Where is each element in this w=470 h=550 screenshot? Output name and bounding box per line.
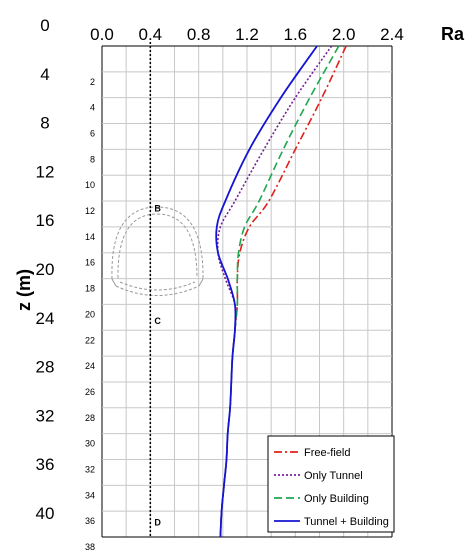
tunnel-invert xyxy=(115,285,200,296)
y-tick-label-inner: 16 xyxy=(85,258,95,268)
y-tick-label-inner: 28 xyxy=(85,413,95,423)
legend-label: Tunnel + Building xyxy=(304,516,389,528)
tunnel-left-wall xyxy=(111,278,117,287)
tunnel-right-wall xyxy=(198,278,204,287)
x-tick-label: 2.0 xyxy=(332,25,356,44)
y-tick-label-outer: 24 xyxy=(36,309,55,328)
x-tick-label: 2.4 xyxy=(380,25,404,44)
y-tick-label-inner: 36 xyxy=(85,516,95,526)
y-tick-label-inner: 34 xyxy=(85,490,95,500)
point-labels: B C D xyxy=(154,204,161,528)
y-axis-label: z (m) xyxy=(14,269,34,311)
y-tick-label-inner: 32 xyxy=(85,464,95,474)
y-tick-label-outer: 16 xyxy=(36,211,55,230)
x-tick-label: 1.6 xyxy=(284,25,308,44)
y-tick-label-outer: 12 xyxy=(36,162,55,181)
legend-box xyxy=(267,435,395,533)
tunnel-cross-section xyxy=(111,206,204,296)
y-tick-label-inner: 26 xyxy=(85,387,95,397)
x-tick-label: 0.8 xyxy=(187,25,211,44)
tunnel-inner-arch xyxy=(117,213,198,279)
y-tick-label-inner: 6 xyxy=(90,129,95,139)
x-tick-label: 0.0 xyxy=(90,25,114,44)
y-tick-labels-outer: 0 4 8 12 16 20 24 28 32 36 40 xyxy=(36,16,55,523)
y-tick-label-inner: 12 xyxy=(85,206,95,216)
legend-label: Free-field xyxy=(304,447,350,459)
y-tick-label-inner: 30 xyxy=(85,439,95,449)
point-label-B: B xyxy=(154,204,161,214)
y-tick-label-inner: 22 xyxy=(85,335,95,345)
series-line-tunnel-building xyxy=(215,45,318,538)
legend: Free-field Only Tunnel Only Building Tunnel… xyxy=(267,435,395,533)
grid xyxy=(101,45,393,538)
y-tick-label-outer: 8 xyxy=(40,114,49,133)
series-lines xyxy=(215,45,347,538)
legend-label: Only Building xyxy=(304,493,369,505)
tunnel-invert-inner xyxy=(119,281,196,291)
y-tick-label-inner: 24 xyxy=(85,361,95,371)
y-tick-label-inner: 38 xyxy=(85,542,95,550)
x-tick-label: 0.4 xyxy=(139,25,163,44)
point-label-C: C xyxy=(154,316,161,326)
y-tick-label-inner: 20 xyxy=(85,309,95,319)
y-tick-label-inner: 14 xyxy=(85,232,95,242)
x-tick-labels: 0.0 0.4 0.8 1.2 1.6 2.0 2.4 xyxy=(90,25,404,44)
y-tick-label-outer: 20 xyxy=(36,260,55,279)
y-tick-label-inner: 10 xyxy=(85,180,95,190)
y-tick-label-outer: 28 xyxy=(36,358,55,377)
legend-label: Only Tunnel xyxy=(304,470,363,482)
tunnel-outer-arch xyxy=(111,206,204,280)
y-tick-label-outer: 40 xyxy=(36,504,55,523)
y-tick-label-inner: 4 xyxy=(90,103,95,113)
point-label-D: D xyxy=(154,517,161,527)
y-tick-label-inner: 18 xyxy=(85,284,95,294)
x-tick-label: 1.2 xyxy=(235,25,259,44)
y-tick-label-outer: 0 xyxy=(40,16,49,35)
y-tick-label-inner: 8 xyxy=(90,154,95,164)
y-tick-label-inner: 2 xyxy=(90,77,95,87)
y-tick-label-outer: 32 xyxy=(36,406,55,425)
x-axis-label: Ra xyxy=(441,24,465,44)
y-tick-label-outer: 36 xyxy=(36,455,55,474)
y-tick-label-outer: 4 xyxy=(40,65,49,84)
